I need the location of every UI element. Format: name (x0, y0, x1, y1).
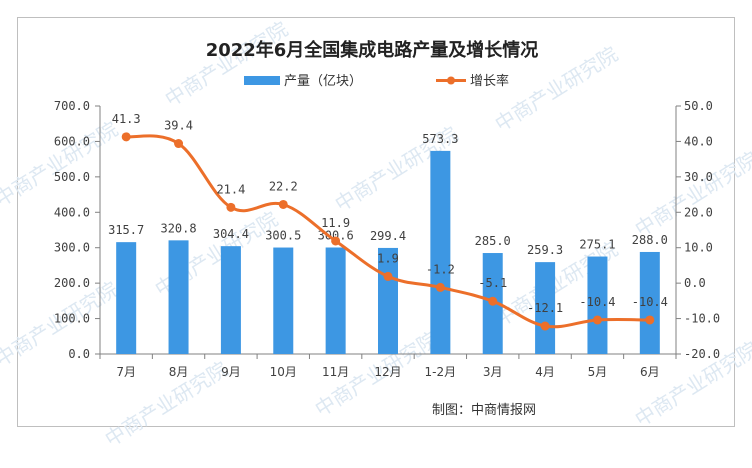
x-axis-category-label: 9月 (221, 365, 241, 379)
bar (535, 262, 556, 354)
bar-data-label: 573.3 (422, 132, 458, 146)
growth-rate-point (226, 202, 236, 212)
left-axis-tick-label: 600.0 (54, 134, 90, 148)
growth-rate-point (435, 282, 445, 292)
growth-rate-point (331, 236, 341, 246)
left-axis: 0.0 100.0 200.0 300.0 400.0 500.0 600.0 700.0 (54, 99, 101, 361)
growth-rate-point (121, 132, 131, 142)
growth-rate-label: -5.1 (478, 276, 507, 290)
growth-rate-point (278, 199, 288, 209)
growth-rate-label: 1.9 (377, 251, 399, 265)
bar-data-label: 299.4 (370, 229, 406, 243)
growth-rate-point (592, 315, 602, 325)
bar (639, 251, 660, 354)
left-axis-tick-label: 0.0 (68, 347, 90, 361)
growth-rate-label: 22.2 (269, 179, 298, 193)
bar-data-label: 275.1 (579, 238, 615, 252)
watermark-text: 中商产业研究院 (631, 147, 752, 242)
bar-data-label: 288.0 (632, 233, 668, 247)
legend-bar-label: 产量（亿块） (284, 74, 362, 89)
growth-rate-point (645, 315, 655, 325)
growth-rate-label: 21.4 (216, 182, 245, 196)
growth-rate-label: 41.3 (112, 112, 141, 126)
x-axis-category-label: 10月 (270, 365, 297, 379)
growth-rate-label: 39.4 (164, 119, 193, 133)
bar-data-label: 320.8 (160, 221, 196, 235)
right-axis-tick-label: -10.0 (684, 312, 720, 326)
right-axis: -20.0 -10.0 0.0 10.0 20.0 30.0 40.0 50.0 (675, 99, 720, 361)
left-axis-tick-label: 500.0 (54, 170, 90, 184)
x-axis-category-label: 5月 (588, 365, 608, 379)
watermark-text: 中商产业研究院 (0, 117, 122, 212)
bar (587, 256, 608, 354)
bar-data-label: 300.5 (265, 229, 301, 243)
line-data-labels: 41.3 39.4 21.4 22.2 11.9 1.9 -1.2 -5.1 -12.1 -10.… (112, 112, 668, 315)
bar (430, 150, 451, 354)
legend-line-marker (447, 76, 455, 85)
bar (116, 242, 137, 354)
growth-rate-point (488, 296, 498, 306)
bar-series (116, 150, 660, 354)
right-axis-tick-label: 0.0 (684, 276, 706, 290)
growth-rate-label: -10.4 (632, 295, 668, 309)
left-axis-tick-label: 700.0 (54, 99, 90, 113)
right-axis-tick-label: 30.0 (684, 170, 713, 184)
line-series (121, 132, 655, 331)
growth-rate-point (174, 139, 184, 149)
x-axis-category-label: 6月 (640, 365, 660, 379)
growth-rate-label: -1.2 (426, 262, 455, 276)
left-axis-tick-label: 100.0 (54, 312, 90, 326)
legend: 产量（亿块） 增长率 (244, 73, 509, 89)
chart-title: 2022年6月全国集成电路产量及增长情况 (206, 39, 539, 61)
bar (220, 246, 241, 354)
left-axis-tick-label: 400.0 (54, 205, 90, 219)
watermark-text: 中商产业研究院 (161, 17, 292, 112)
legend-line-label: 增长率 (470, 73, 509, 89)
x-axis-category-label: 12月 (374, 365, 401, 379)
chart-frame (17, 17, 735, 427)
growth-rate-label: -10.4 (579, 295, 615, 309)
bar (168, 240, 189, 354)
x-axis-category-label: 3月 (483, 365, 503, 379)
bar-data-label: 315.7 (108, 223, 144, 237)
bar-data-label: 285.0 (475, 234, 511, 248)
growth-rate-point (383, 271, 393, 281)
bar (273, 247, 294, 354)
growth-rate-label: 11.9 (321, 216, 350, 230)
right-axis-tick-label: 40.0 (684, 134, 713, 148)
bar-data-labels: 315.7 320.8 304.4 300.5 300.6 299.4 573.3 285.0… (108, 132, 668, 257)
growth-rate-point (540, 321, 550, 331)
right-axis-tick-label: 50.0 (684, 99, 713, 113)
right-axis-tick-label: 10.0 (684, 241, 713, 255)
x-axis: 7月 8月 9月 10月 11月 12月 1-2月 3月 4月 5月 6月 (99, 353, 677, 379)
left-axis-tick-label: 300.0 (54, 241, 90, 255)
legend-bar-swatch (244, 76, 280, 85)
x-axis-category-label: 11月 (322, 365, 349, 379)
bar-data-label: 304.4 (213, 227, 249, 241)
right-axis-tick-label: -20.0 (684, 347, 720, 361)
right-axis-tick-label: 20.0 (684, 205, 713, 219)
growth-rate-line (125, 134, 650, 329)
x-axis-category-label: 4月 (535, 365, 555, 379)
bar-data-label: 259.3 (527, 243, 563, 257)
left-axis-tick-label: 200.0 (54, 276, 90, 290)
x-axis-category-label: 7月 (116, 365, 136, 379)
bar-data-label: 300.6 (318, 229, 354, 243)
bar (325, 247, 346, 354)
x-axis-category-label: 1-2月 (425, 365, 457, 379)
x-axis-category-label: 8月 (169, 365, 189, 379)
source-note: 制图：中商情报网 (432, 403, 536, 418)
growth-rate-label: -12.1 (527, 301, 563, 315)
